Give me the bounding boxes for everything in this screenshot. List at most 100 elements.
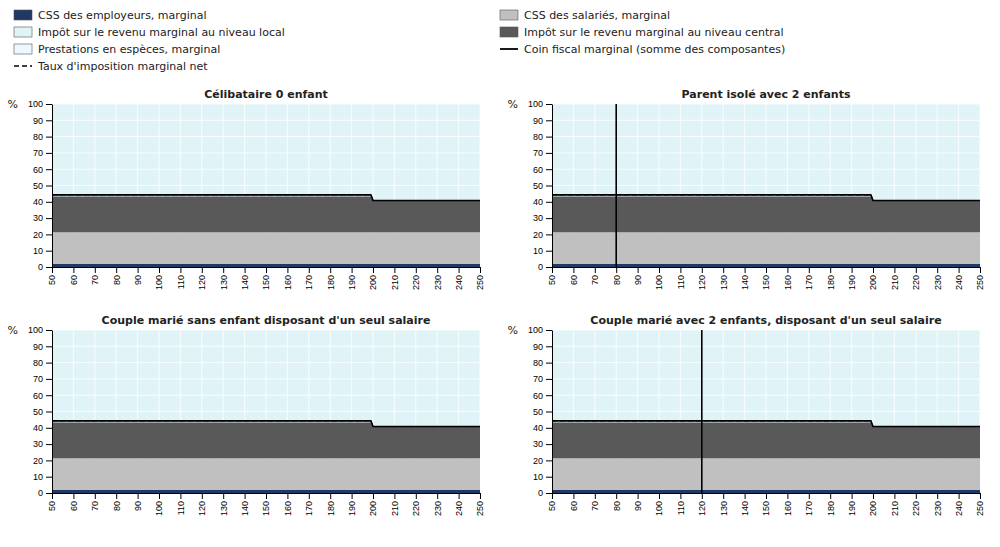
- tick-mark: [394, 493, 395, 499]
- tick-label: 50: [547, 275, 557, 285]
- x-axis: 5060708090100110120130140150160170180190…: [47, 267, 485, 290]
- grid-line-y: [552, 362, 980, 363]
- tick-mark: [46, 379, 52, 380]
- tick-label: 240: [954, 501, 964, 516]
- tick-mark: [873, 267, 874, 273]
- y-tick: 10: [33, 472, 52, 482]
- x-tick: 50: [547, 493, 557, 511]
- x-tick: 70: [90, 493, 100, 511]
- tick-label: 80: [33, 358, 43, 368]
- tick-label: 30: [533, 439, 543, 449]
- tick-label: 70: [590, 275, 600, 285]
- tick-label: 0: [38, 488, 43, 498]
- tick-label: 250: [975, 275, 985, 290]
- tick-label: 220: [411, 275, 421, 290]
- tick-label: 80: [533, 358, 543, 368]
- tick-label: 120: [197, 501, 207, 516]
- tick-label: 230: [433, 501, 443, 516]
- tick-mark: [546, 330, 552, 331]
- y-tick: 0: [538, 262, 552, 272]
- tick-label: 250: [475, 501, 485, 516]
- tick-mark: [266, 267, 267, 273]
- x-tick: 60: [569, 267, 579, 285]
- tick-mark: [46, 169, 52, 170]
- tick-mark: [546, 186, 552, 187]
- grid-line-y: [552, 330, 980, 331]
- x-tick: 110: [676, 267, 686, 289]
- tick-label: 90: [33, 342, 43, 352]
- tick-label: 90: [533, 116, 543, 126]
- y-tick: 60: [33, 165, 52, 175]
- tick-label: 30: [33, 439, 43, 449]
- tick-mark: [638, 267, 639, 273]
- x-tick: 190: [847, 493, 857, 516]
- tick-mark: [352, 267, 353, 273]
- tick-label: 40: [533, 197, 543, 207]
- panel-title: Couple marié sans enfant disposant d'un …: [102, 314, 431, 327]
- tick-mark: [546, 363, 552, 364]
- tick-label: 140: [740, 501, 750, 516]
- vertical-line: [701, 330, 703, 493]
- tick-mark: [46, 412, 52, 413]
- x-tick: 180: [826, 267, 836, 290]
- tick-mark: [638, 493, 639, 499]
- tick-label: 80: [612, 501, 622, 511]
- y-tick: 90: [33, 116, 52, 126]
- tick-label: 70: [590, 501, 600, 511]
- x-tick: 130: [219, 267, 229, 290]
- tick-label: 80: [112, 275, 122, 285]
- x-tick: 210: [890, 493, 900, 516]
- tick-mark: [546, 346, 552, 347]
- y-axis-label: %: [8, 98, 18, 111]
- tick-label: 60: [69, 501, 79, 511]
- tick-label: 200: [368, 501, 378, 516]
- tick-label: 30: [33, 213, 43, 223]
- tick-label: 210: [390, 275, 400, 290]
- tick-mark: [552, 493, 553, 499]
- x-tick: 150: [761, 267, 771, 290]
- tick-mark: [46, 234, 52, 235]
- x-tick: 60: [69, 267, 79, 285]
- x-tick: 230: [433, 267, 443, 290]
- tick-label: 160: [783, 501, 793, 516]
- x-tick: 240: [454, 493, 464, 516]
- tick-mark: [546, 251, 552, 252]
- x-tick: 180: [326, 493, 336, 516]
- tick-mark: [459, 493, 460, 499]
- tick-label: 100: [654, 501, 664, 516]
- y-axis: 0102030405060708090100: [28, 99, 53, 272]
- plot-area: [552, 104, 980, 267]
- tick-mark: [745, 493, 746, 499]
- tick-label: 130: [719, 501, 729, 516]
- tick-mark: [546, 460, 552, 461]
- vertical-line: [615, 104, 617, 267]
- y-tick: 40: [533, 423, 552, 433]
- x-tick: 60: [569, 493, 579, 511]
- tick-mark: [202, 267, 203, 273]
- x-tick: 80: [112, 267, 122, 285]
- tick-label: 90: [133, 275, 143, 285]
- tick-mark: [959, 493, 960, 499]
- tick-label: 50: [47, 501, 57, 511]
- tick-mark: [159, 267, 160, 273]
- plot-background: [52, 104, 480, 267]
- x-tick: 70: [590, 493, 600, 511]
- tick-mark: [46, 477, 52, 478]
- tick-label: 110: [176, 501, 186, 515]
- legend-item: Prestations en espèces, marginal: [14, 43, 220, 56]
- tick-mark: [46, 346, 52, 347]
- legend-swatch: [14, 10, 32, 20]
- tick-label: 240: [954, 275, 964, 290]
- x-tick: 250: [475, 493, 485, 516]
- tick-label: 170: [804, 501, 814, 516]
- x-tick: 170: [304, 493, 314, 516]
- line-series: [52, 195, 480, 201]
- x-tick: 190: [847, 267, 857, 290]
- tick-mark: [573, 493, 574, 499]
- x-tick: 130: [719, 267, 729, 290]
- x-tick: 150: [761, 493, 771, 516]
- legend-swatch: [14, 65, 32, 67]
- x-tick: 180: [826, 493, 836, 516]
- grid-line-y: [52, 378, 480, 379]
- x-tick: 100: [154, 267, 164, 290]
